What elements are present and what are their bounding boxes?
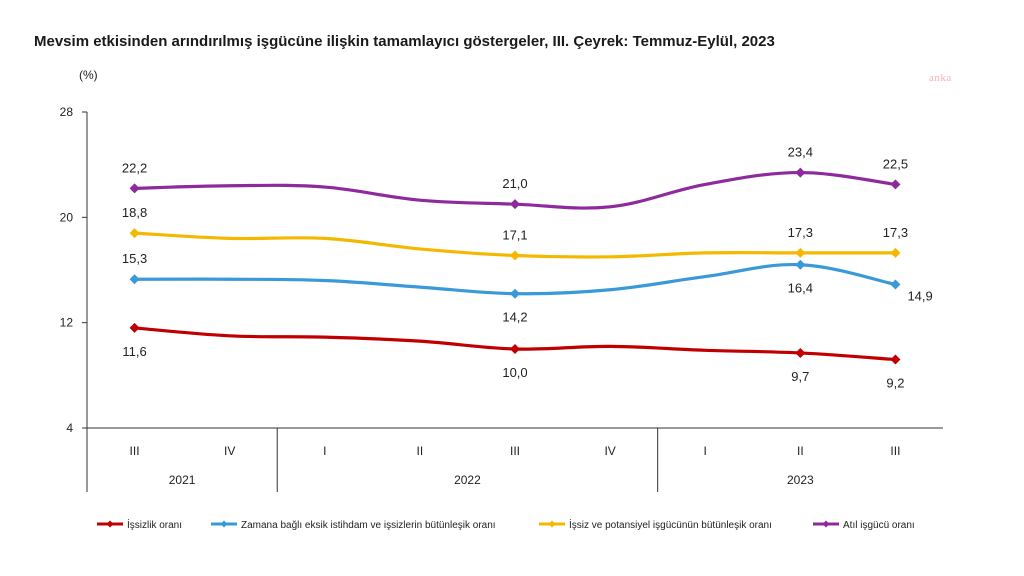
data-label: 22,2 [122,160,147,175]
y-unit-label: (%) [79,68,98,82]
data-point-marker [890,247,901,258]
watermark: anka [929,72,952,84]
y-tick-label: 20 [60,210,74,224]
data-point-marker [795,167,806,178]
data-label: 9,2 [886,376,904,391]
x-tick-label: I [323,444,326,458]
data-label: 17,3 [883,225,908,240]
legend-marker [548,520,556,528]
chart-title: Mevsim etkisinden arındırılmış işgücüne … [34,33,775,50]
data-label: 9,7 [791,369,809,384]
y-tick-label: 4 [66,421,73,435]
x-tick-label: III [510,444,520,458]
data-label: 18,8 [122,205,147,220]
legend-marker [822,520,830,528]
data-label: 17,1 [502,228,527,243]
x-tick-label: II [417,444,424,458]
data-point-marker [510,250,520,261]
y-tick-label: 12 [60,316,74,330]
data-point-marker [890,279,901,290]
group-label: 2022 [454,473,481,487]
data-point-marker [510,288,520,299]
data-point-marker [795,347,806,358]
legend-label: İşsizlik oranı [127,518,182,531]
legend-marker [106,520,114,528]
data-label: 23,4 [788,145,813,160]
data-point-marker [795,247,806,258]
x-tick-label: IV [224,444,235,458]
data-label: 14,2 [502,310,527,325]
group-label: 2021 [169,473,196,487]
data-label: 14,9 [907,288,932,303]
legend-label: Atıl işgücü oranı [843,520,915,531]
data-point-marker [795,259,806,270]
data-label: 15,3 [122,251,147,266]
data-label: 16,4 [788,281,813,296]
data-label: 10,0 [502,365,527,380]
y-tick-label: 28 [60,105,74,119]
data-point-marker [129,274,140,285]
legend-marker [220,520,228,528]
series-line [132,326,898,362]
x-tick-label: I [704,444,707,458]
data-label: 11,6 [122,344,146,359]
data-point-marker [129,228,140,239]
data-point-marker [890,179,901,190]
x-tick-label: III [890,444,900,458]
x-tick-label: III [130,444,140,458]
data-point-marker [890,354,901,365]
data-label: 21,0 [502,176,527,191]
x-tick-label: IV [604,444,615,458]
data-label: 22,5 [883,156,908,171]
data-point-marker [510,344,520,354]
legend-label: Zamana bağlı eksik istihdam ve işsizleri… [241,520,496,531]
data-label: 17,3 [788,225,813,240]
legend-label: İşsiz ve potansiyel işgücünün bütünleşik… [569,518,772,531]
group-label: 2023 [787,473,814,487]
data-point-marker [510,199,520,210]
x-tick-label: II [797,444,804,458]
data-point-marker [129,183,140,194]
data-point-marker [129,322,140,333]
